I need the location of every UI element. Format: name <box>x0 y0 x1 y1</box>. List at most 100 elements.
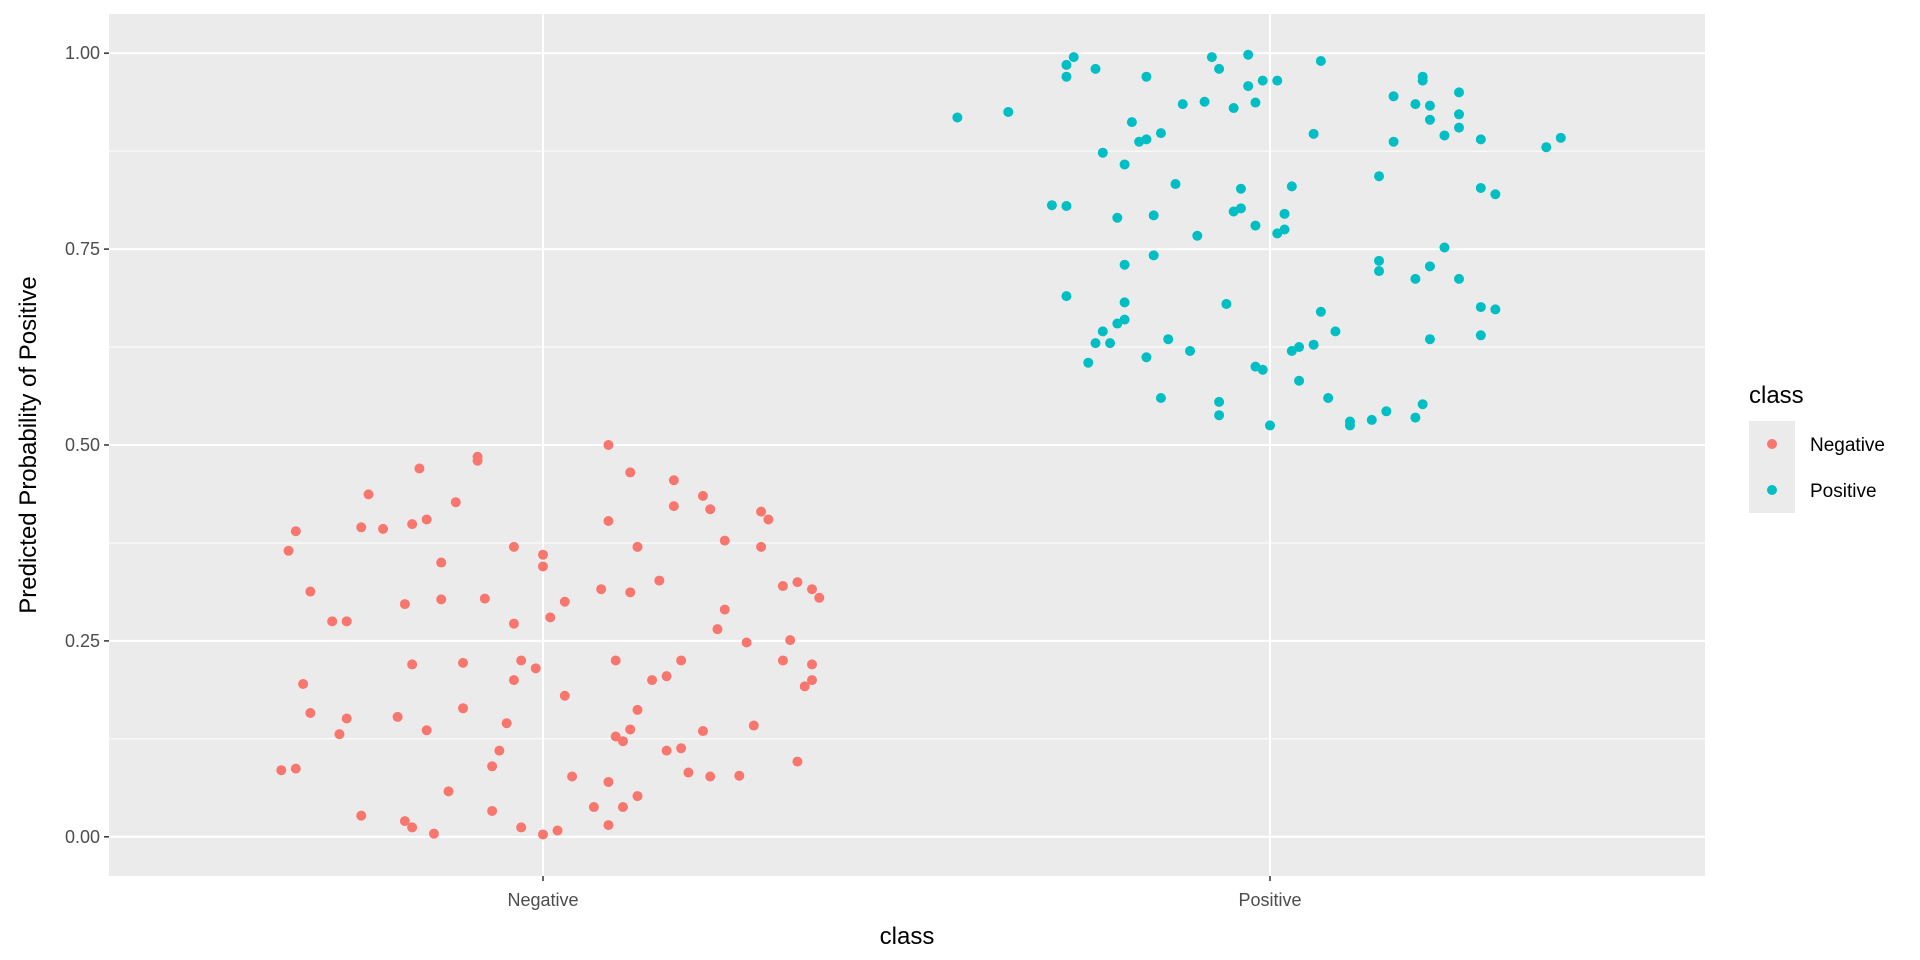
data-point-positive <box>1424 334 1435 345</box>
data-point-negative <box>501 718 512 729</box>
data-point-positive <box>1163 334 1174 345</box>
data-point-positive <box>1374 171 1385 182</box>
data-point-negative <box>603 516 614 527</box>
data-point-negative <box>436 594 447 605</box>
data-point-negative <box>676 743 687 754</box>
data-point-positive <box>1090 338 1101 349</box>
data-point-positive <box>1374 266 1385 277</box>
data-point-negative <box>654 575 665 586</box>
data-point-positive <box>1410 273 1421 284</box>
data-point-negative <box>632 704 643 715</box>
data-point-negative <box>530 663 541 674</box>
data-point-positive <box>1155 392 1166 403</box>
data-point-negative <box>341 713 352 724</box>
data-point-negative <box>792 577 803 588</box>
data-point-positive <box>1097 147 1108 158</box>
y-tick-label: 0.00 <box>65 827 100 847</box>
y-tick-label: 0.75 <box>65 239 100 259</box>
x-axis: Negative Positive <box>507 876 1302 910</box>
data-point-positive <box>1126 117 1137 128</box>
data-point-positive <box>1308 339 1319 350</box>
data-point-negative <box>305 708 316 719</box>
data-point-positive <box>1490 304 1501 315</box>
data-point-positive <box>1214 63 1225 74</box>
data-point-positive <box>1083 357 1094 368</box>
data-point-positive <box>1155 128 1166 139</box>
data-point-negative <box>290 763 301 774</box>
data-point-positive <box>1555 132 1566 143</box>
data-point-negative <box>588 802 599 813</box>
data-point-positive <box>1374 255 1385 266</box>
data-point-negative <box>508 618 519 629</box>
x-axis-title: class <box>880 923 935 950</box>
data-point-negative <box>625 467 636 478</box>
data-point-negative <box>792 756 803 767</box>
data-point-negative <box>290 526 301 537</box>
data-point-negative <box>625 587 636 598</box>
data-point-negative <box>603 820 614 831</box>
data-point-negative <box>596 584 607 595</box>
data-point-positive <box>1192 230 1203 241</box>
data-point-negative <box>436 557 447 568</box>
data-point-positive <box>1214 410 1225 421</box>
data-point-positive <box>1410 412 1421 423</box>
data-point-positive <box>1315 306 1326 317</box>
data-point-negative <box>538 549 548 560</box>
data-point-positive <box>1388 91 1399 102</box>
data-point-positive <box>1475 134 1486 145</box>
data-point-positive <box>1417 399 1428 410</box>
data-point-negative <box>407 659 418 670</box>
data-point-negative <box>756 541 767 552</box>
data-point-negative <box>567 771 578 782</box>
data-point-negative <box>458 703 469 714</box>
data-point-positive <box>1417 71 1428 82</box>
data-point-negative <box>487 761 498 772</box>
data-point-negative <box>472 451 483 462</box>
data-point-positive <box>1286 181 1297 192</box>
data-point-positive <box>1344 416 1355 427</box>
data-point-negative <box>748 720 759 731</box>
legend-point-negative <box>1767 439 1777 449</box>
data-point-negative <box>603 440 614 450</box>
data-point-negative <box>719 604 730 615</box>
data-point-negative <box>676 655 687 666</box>
data-point-negative <box>559 690 570 701</box>
data-point-negative <box>428 828 439 839</box>
data-point-negative <box>719 535 730 546</box>
data-point-positive <box>1003 106 1014 117</box>
data-point-negative <box>450 497 461 508</box>
data-point-negative <box>763 514 774 525</box>
data-point-negative <box>603 776 614 787</box>
data-point-negative <box>661 671 672 682</box>
data-point-positive <box>1141 71 1152 82</box>
data-point-positive <box>1424 100 1435 111</box>
data-point-positive <box>1061 71 1072 82</box>
data-point-negative <box>399 816 410 827</box>
data-point-negative <box>632 791 643 802</box>
data-point-negative <box>508 675 519 686</box>
data-point-negative <box>334 729 345 740</box>
data-point-negative <box>741 637 752 648</box>
data-point-negative <box>625 724 636 735</box>
data-point-negative <box>305 586 316 597</box>
y-axis-title: Predicted Probability of Positive <box>15 276 42 614</box>
data-point-positive <box>1119 314 1130 325</box>
data-point-positive <box>1454 273 1465 284</box>
data-point-negative <box>734 770 745 781</box>
data-point-negative <box>661 745 672 756</box>
data-point-positive <box>1366 414 1377 425</box>
data-point-positive <box>1068 52 1079 63</box>
x-tick-label: Positive <box>1238 890 1301 910</box>
data-point-positive <box>1308 128 1319 139</box>
data-point-positive <box>1105 338 1116 349</box>
data-point-positive <box>1243 81 1254 92</box>
data-point-negative <box>617 802 628 813</box>
data-point-negative <box>283 545 294 556</box>
y-tick-label: 1.00 <box>65 43 100 63</box>
data-point-positive <box>1170 179 1181 190</box>
data-point-positive <box>1148 250 1159 261</box>
data-point-positive <box>1490 189 1501 200</box>
legend-point-positive <box>1767 485 1777 495</box>
data-point-positive <box>1294 375 1305 386</box>
